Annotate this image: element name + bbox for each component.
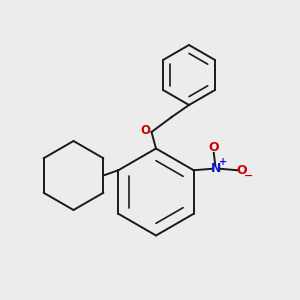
Text: O: O	[208, 141, 219, 154]
Text: O: O	[236, 164, 247, 177]
Text: +: +	[219, 157, 227, 167]
Text: −: −	[244, 171, 253, 181]
Text: O: O	[140, 124, 150, 137]
Text: N: N	[211, 162, 221, 175]
